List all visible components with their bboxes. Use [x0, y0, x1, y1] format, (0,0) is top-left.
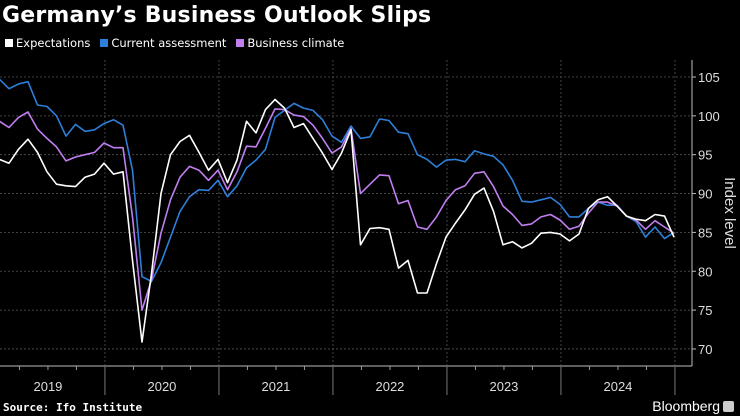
- legend-swatch: [100, 39, 109, 47]
- legend-item-business-climate: Business climate: [236, 36, 344, 50]
- series-line-business-climate: [0, 108, 675, 311]
- y-tick-label: 95: [698, 148, 712, 163]
- y-tick-label: 80: [698, 264, 712, 279]
- legend-swatch: [236, 39, 245, 47]
- legend: Expectations Current assessment Business…: [5, 36, 344, 50]
- source-note: Source: Ifo Institute: [3, 401, 143, 414]
- y-tick-label: 100: [698, 109, 720, 124]
- x-tick-label: 2019: [33, 379, 62, 394]
- y-tick-label: 85: [698, 225, 712, 240]
- bloomberg-chart-icon: [723, 401, 734, 412]
- x-tick-label: 2020: [147, 379, 176, 394]
- legend-label: Expectations: [16, 36, 91, 50]
- legend-swatch: [5, 39, 13, 47]
- x-tick-label: 2023: [489, 379, 518, 394]
- x-tick-label: 2022: [375, 379, 404, 394]
- legend-item-expectations: Expectations: [5, 36, 90, 50]
- y-tick-label: 90: [698, 187, 712, 202]
- x-tick-label: 2021: [261, 379, 290, 394]
- bloomberg-logo: Bloomberg: [652, 398, 720, 414]
- y-axis-label: Index level: [721, 177, 738, 249]
- legend-item-current-assessment: Current assessment: [100, 36, 226, 50]
- series-line-expectations: [0, 98, 675, 343]
- series-line-current-assessment: [0, 78, 675, 283]
- x-tick-label: 2024: [603, 379, 632, 394]
- legend-label: Business climate: [247, 36, 345, 50]
- legend-label: Current assessment: [111, 36, 227, 50]
- y-tick-label: 70: [698, 342, 712, 357]
- chart-title: Germany’s Business Outlook Slips: [2, 3, 432, 28]
- y-tick-label: 75: [698, 303, 712, 318]
- y-tick-label: 105: [698, 70, 720, 85]
